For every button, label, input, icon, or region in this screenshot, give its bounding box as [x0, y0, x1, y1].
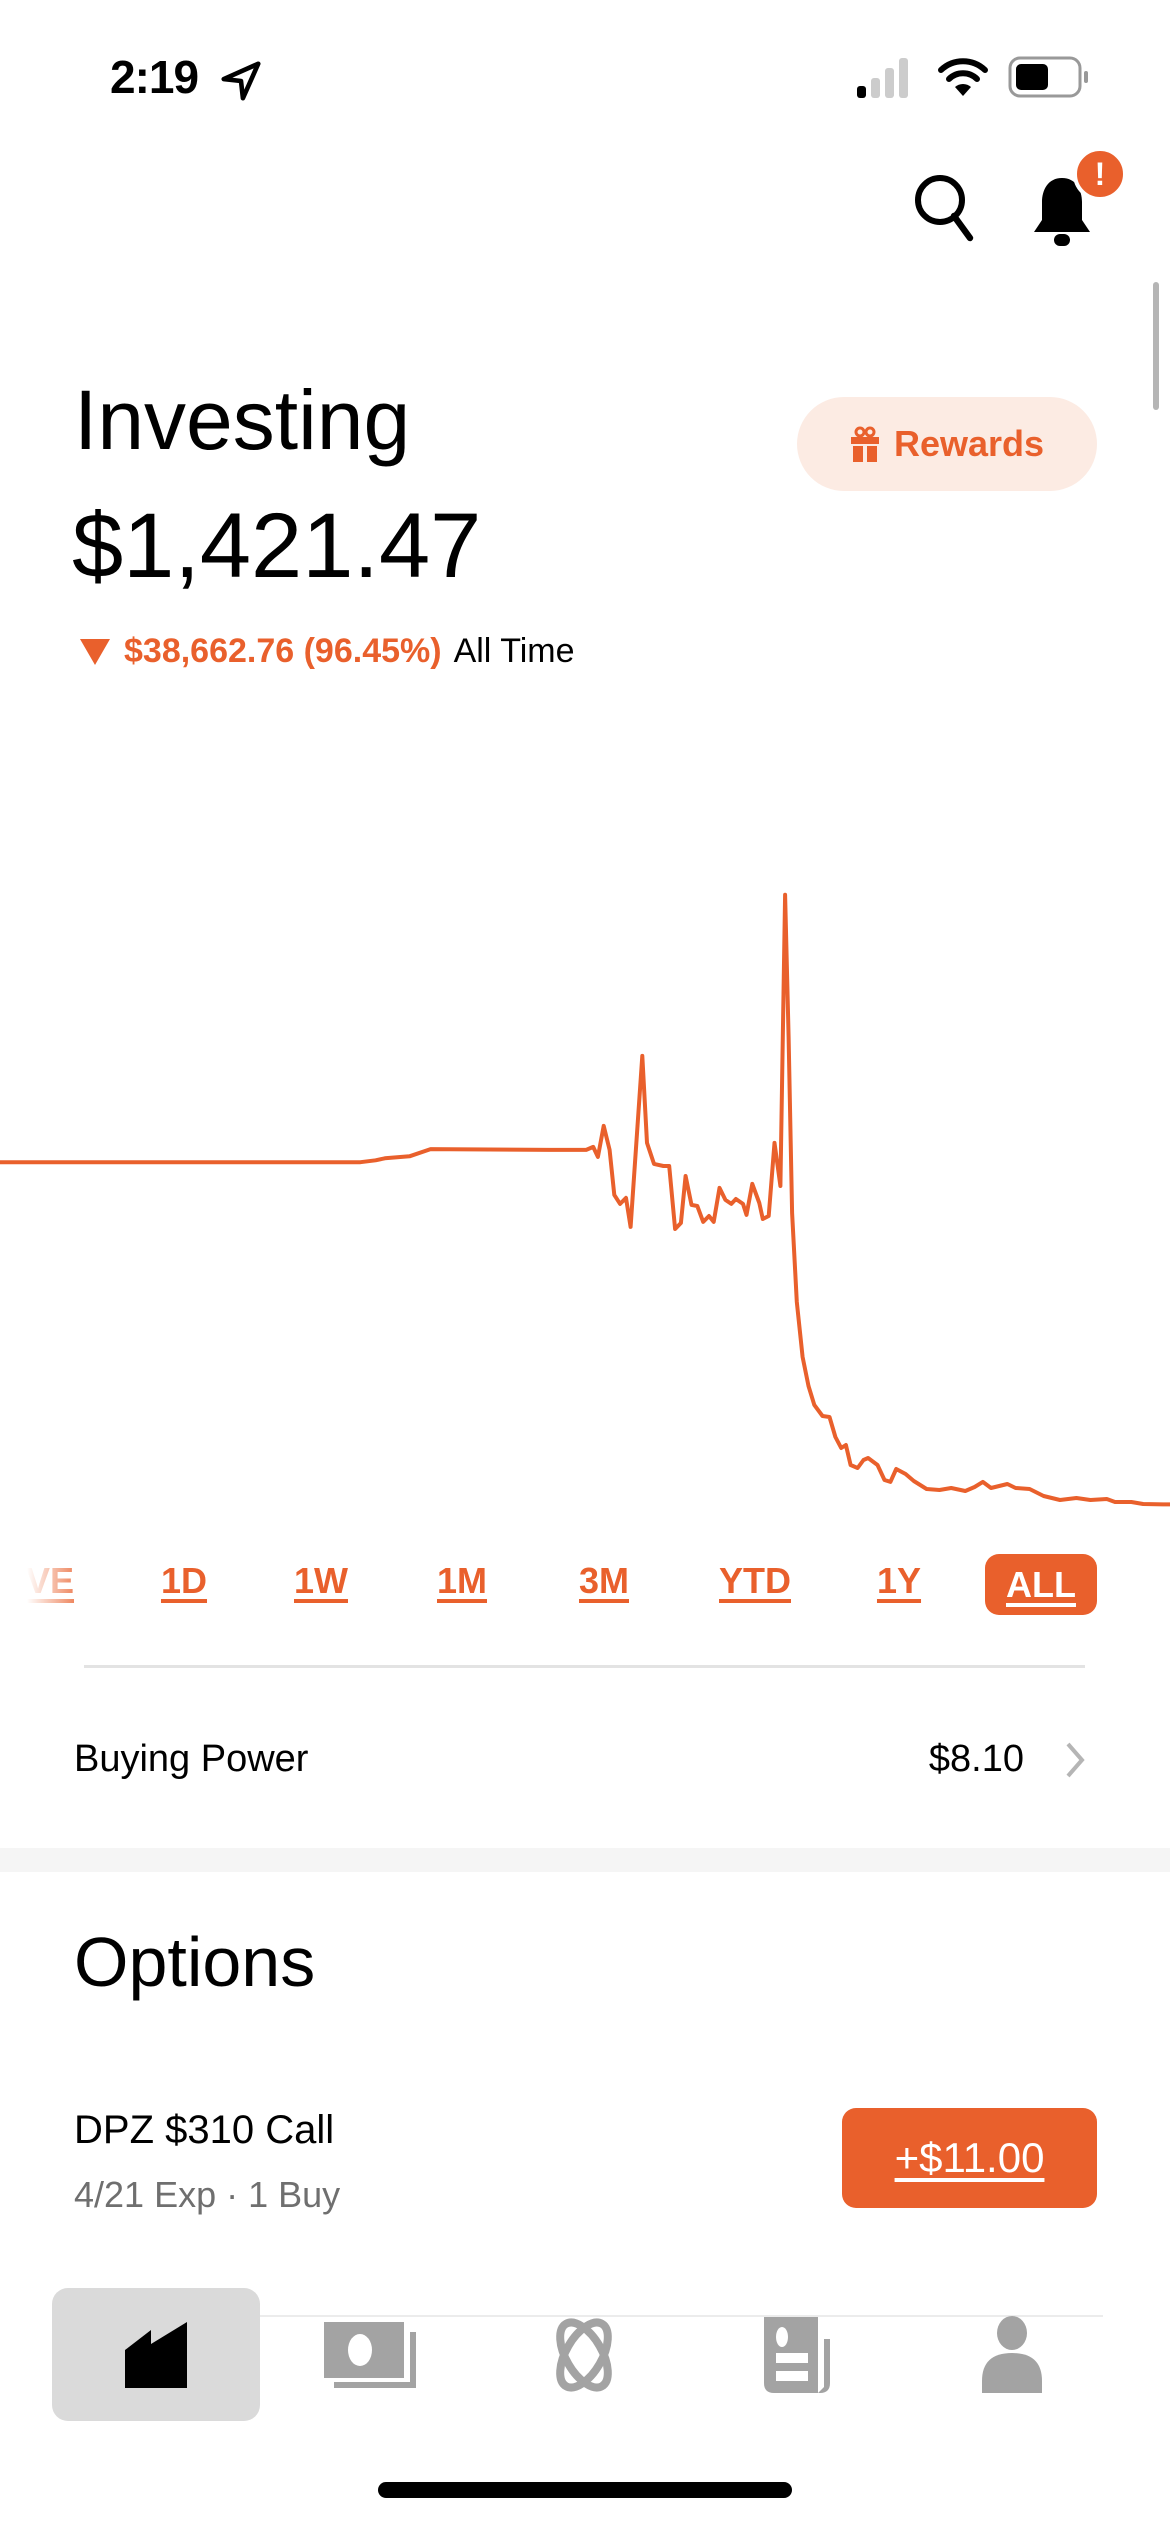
option-row[interactable]: DPZ $310 Call 4/21 Exp · 1 Buy: [0, 2090, 1170, 2230]
battery-icon: [1008, 56, 1088, 98]
option-name: DPZ $310 Call: [74, 2108, 335, 2152]
bell-icon[interactable]: [1030, 172, 1094, 248]
buying-power-label: Buying Power: [74, 1738, 309, 1780]
portfolio-change: $38,662.76 (96.45%) All Time: [78, 632, 575, 671]
gift-icon: [850, 426, 879, 462]
divider: [84, 1665, 1085, 1668]
chart-series-line: [0, 892, 1170, 1507]
portfolio-chart[interactable]: [0, 860, 1170, 1540]
nav-crypto[interactable]: [480, 2288, 688, 2421]
account-person-icon: [982, 2315, 1042, 2393]
page-title: Investing: [74, 373, 411, 467]
tab-1w[interactable]: 1W: [294, 1560, 348, 1601]
tab-all[interactable]: ALL: [985, 1554, 1097, 1615]
crypto-icon: [556, 2318, 612, 2391]
wifi-icon: [938, 58, 988, 96]
nav-investing[interactable]: [52, 2288, 260, 2421]
notification-badge: !: [1073, 147, 1127, 201]
chevron-right-icon: [1066, 1742, 1085, 1778]
search-icon[interactable]: [912, 172, 976, 244]
cash-icon: [324, 2321, 416, 2388]
buying-power-value: $8.10: [928, 1738, 1024, 1780]
rewards-label: Rewards: [893, 423, 1045, 464]
news-icon: [764, 2316, 830, 2393]
tab-1d[interactable]: 1D: [160, 1560, 208, 1601]
buying-power-row[interactable]: Buying Power $8.10: [0, 1700, 1170, 1818]
nav-account[interactable]: [908, 2288, 1116, 2421]
tab-3m[interactable]: 3M: [578, 1560, 630, 1601]
tab-fade: [0, 1550, 90, 1620]
tab-ytd[interactable]: YTD: [719, 1560, 791, 1601]
status-time: 2:19: [110, 51, 199, 103]
tab-1y[interactable]: 1Y: [876, 1560, 922, 1601]
cellular-signal-icon: [857, 58, 908, 98]
option-value-button[interactable]: +$11.00: [842, 2108, 1097, 2208]
nav-news[interactable]: [694, 2288, 902, 2421]
home-indicator[interactable]: [378, 2482, 792, 2498]
investing-chart-icon: [125, 2321, 187, 2388]
section-separator: [0, 1848, 1170, 1872]
options-heading: Options: [74, 1923, 316, 2001]
change-period: All Time: [453, 632, 575, 670]
scrollbar[interactable]: [1153, 282, 1159, 410]
divider: [72, 2315, 1103, 2317]
location-arrow-icon: [221, 61, 261, 101]
option-detail: 4/21 Exp · 1 Buy: [74, 2174, 341, 2215]
down-triangle-icon: [80, 638, 110, 665]
rewards-button[interactable]: Rewards: [797, 397, 1097, 491]
tab-1m[interactable]: 1M: [436, 1560, 488, 1601]
portfolio-value: $1,421.47: [72, 495, 482, 597]
nav-cash[interactable]: [266, 2288, 474, 2421]
change-amount: $38,662.76 (96.45%): [124, 632, 442, 670]
